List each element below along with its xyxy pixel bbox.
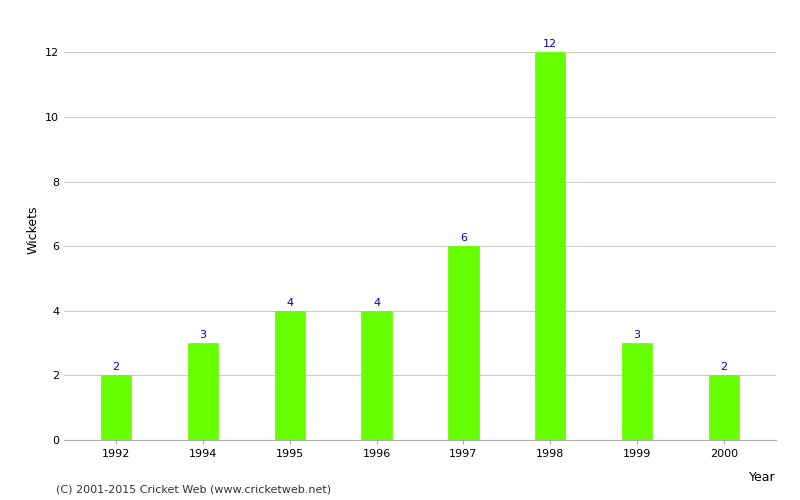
Text: 6: 6 [460,233,467,243]
Y-axis label: Wickets: Wickets [26,206,39,254]
Bar [622,343,652,440]
Bar [535,52,566,440]
Bar [188,343,218,440]
Text: 4: 4 [286,298,294,308]
Text: 3: 3 [199,330,206,340]
Text: 4: 4 [373,298,380,308]
Bar [448,246,478,440]
Text: 2: 2 [113,362,120,372]
Text: Year: Year [750,470,776,484]
Text: 3: 3 [634,330,641,340]
Text: (C) 2001-2015 Cricket Web (www.cricketweb.net): (C) 2001-2015 Cricket Web (www.cricketwe… [56,485,331,495]
Text: 12: 12 [543,39,558,49]
Bar [362,311,392,440]
Text: 2: 2 [720,362,727,372]
Bar [101,376,131,440]
Bar [709,376,739,440]
Bar [274,311,305,440]
